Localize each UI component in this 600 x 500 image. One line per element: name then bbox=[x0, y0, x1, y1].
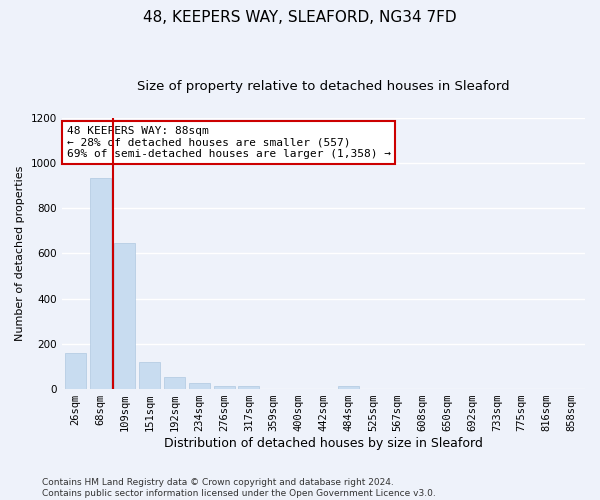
Bar bbox=[164, 376, 185, 389]
Text: 48 KEEPERS WAY: 88sqm
← 28% of detached houses are smaller (557)
69% of semi-det: 48 KEEPERS WAY: 88sqm ← 28% of detached … bbox=[67, 126, 391, 159]
Bar bbox=[139, 362, 160, 389]
Bar bbox=[89, 178, 110, 389]
Bar bbox=[65, 353, 86, 389]
Text: Contains HM Land Registry data © Crown copyright and database right 2024.
Contai: Contains HM Land Registry data © Crown c… bbox=[42, 478, 436, 498]
Text: 48, KEEPERS WAY, SLEAFORD, NG34 7FD: 48, KEEPERS WAY, SLEAFORD, NG34 7FD bbox=[143, 10, 457, 25]
Bar bbox=[189, 383, 210, 389]
Bar bbox=[338, 386, 359, 389]
Title: Size of property relative to detached houses in Sleaford: Size of property relative to detached ho… bbox=[137, 80, 509, 93]
X-axis label: Distribution of detached houses by size in Sleaford: Distribution of detached houses by size … bbox=[164, 437, 483, 450]
Bar bbox=[115, 244, 136, 389]
Bar bbox=[214, 386, 235, 389]
Bar bbox=[238, 386, 259, 389]
Y-axis label: Number of detached properties: Number of detached properties bbox=[15, 166, 25, 341]
